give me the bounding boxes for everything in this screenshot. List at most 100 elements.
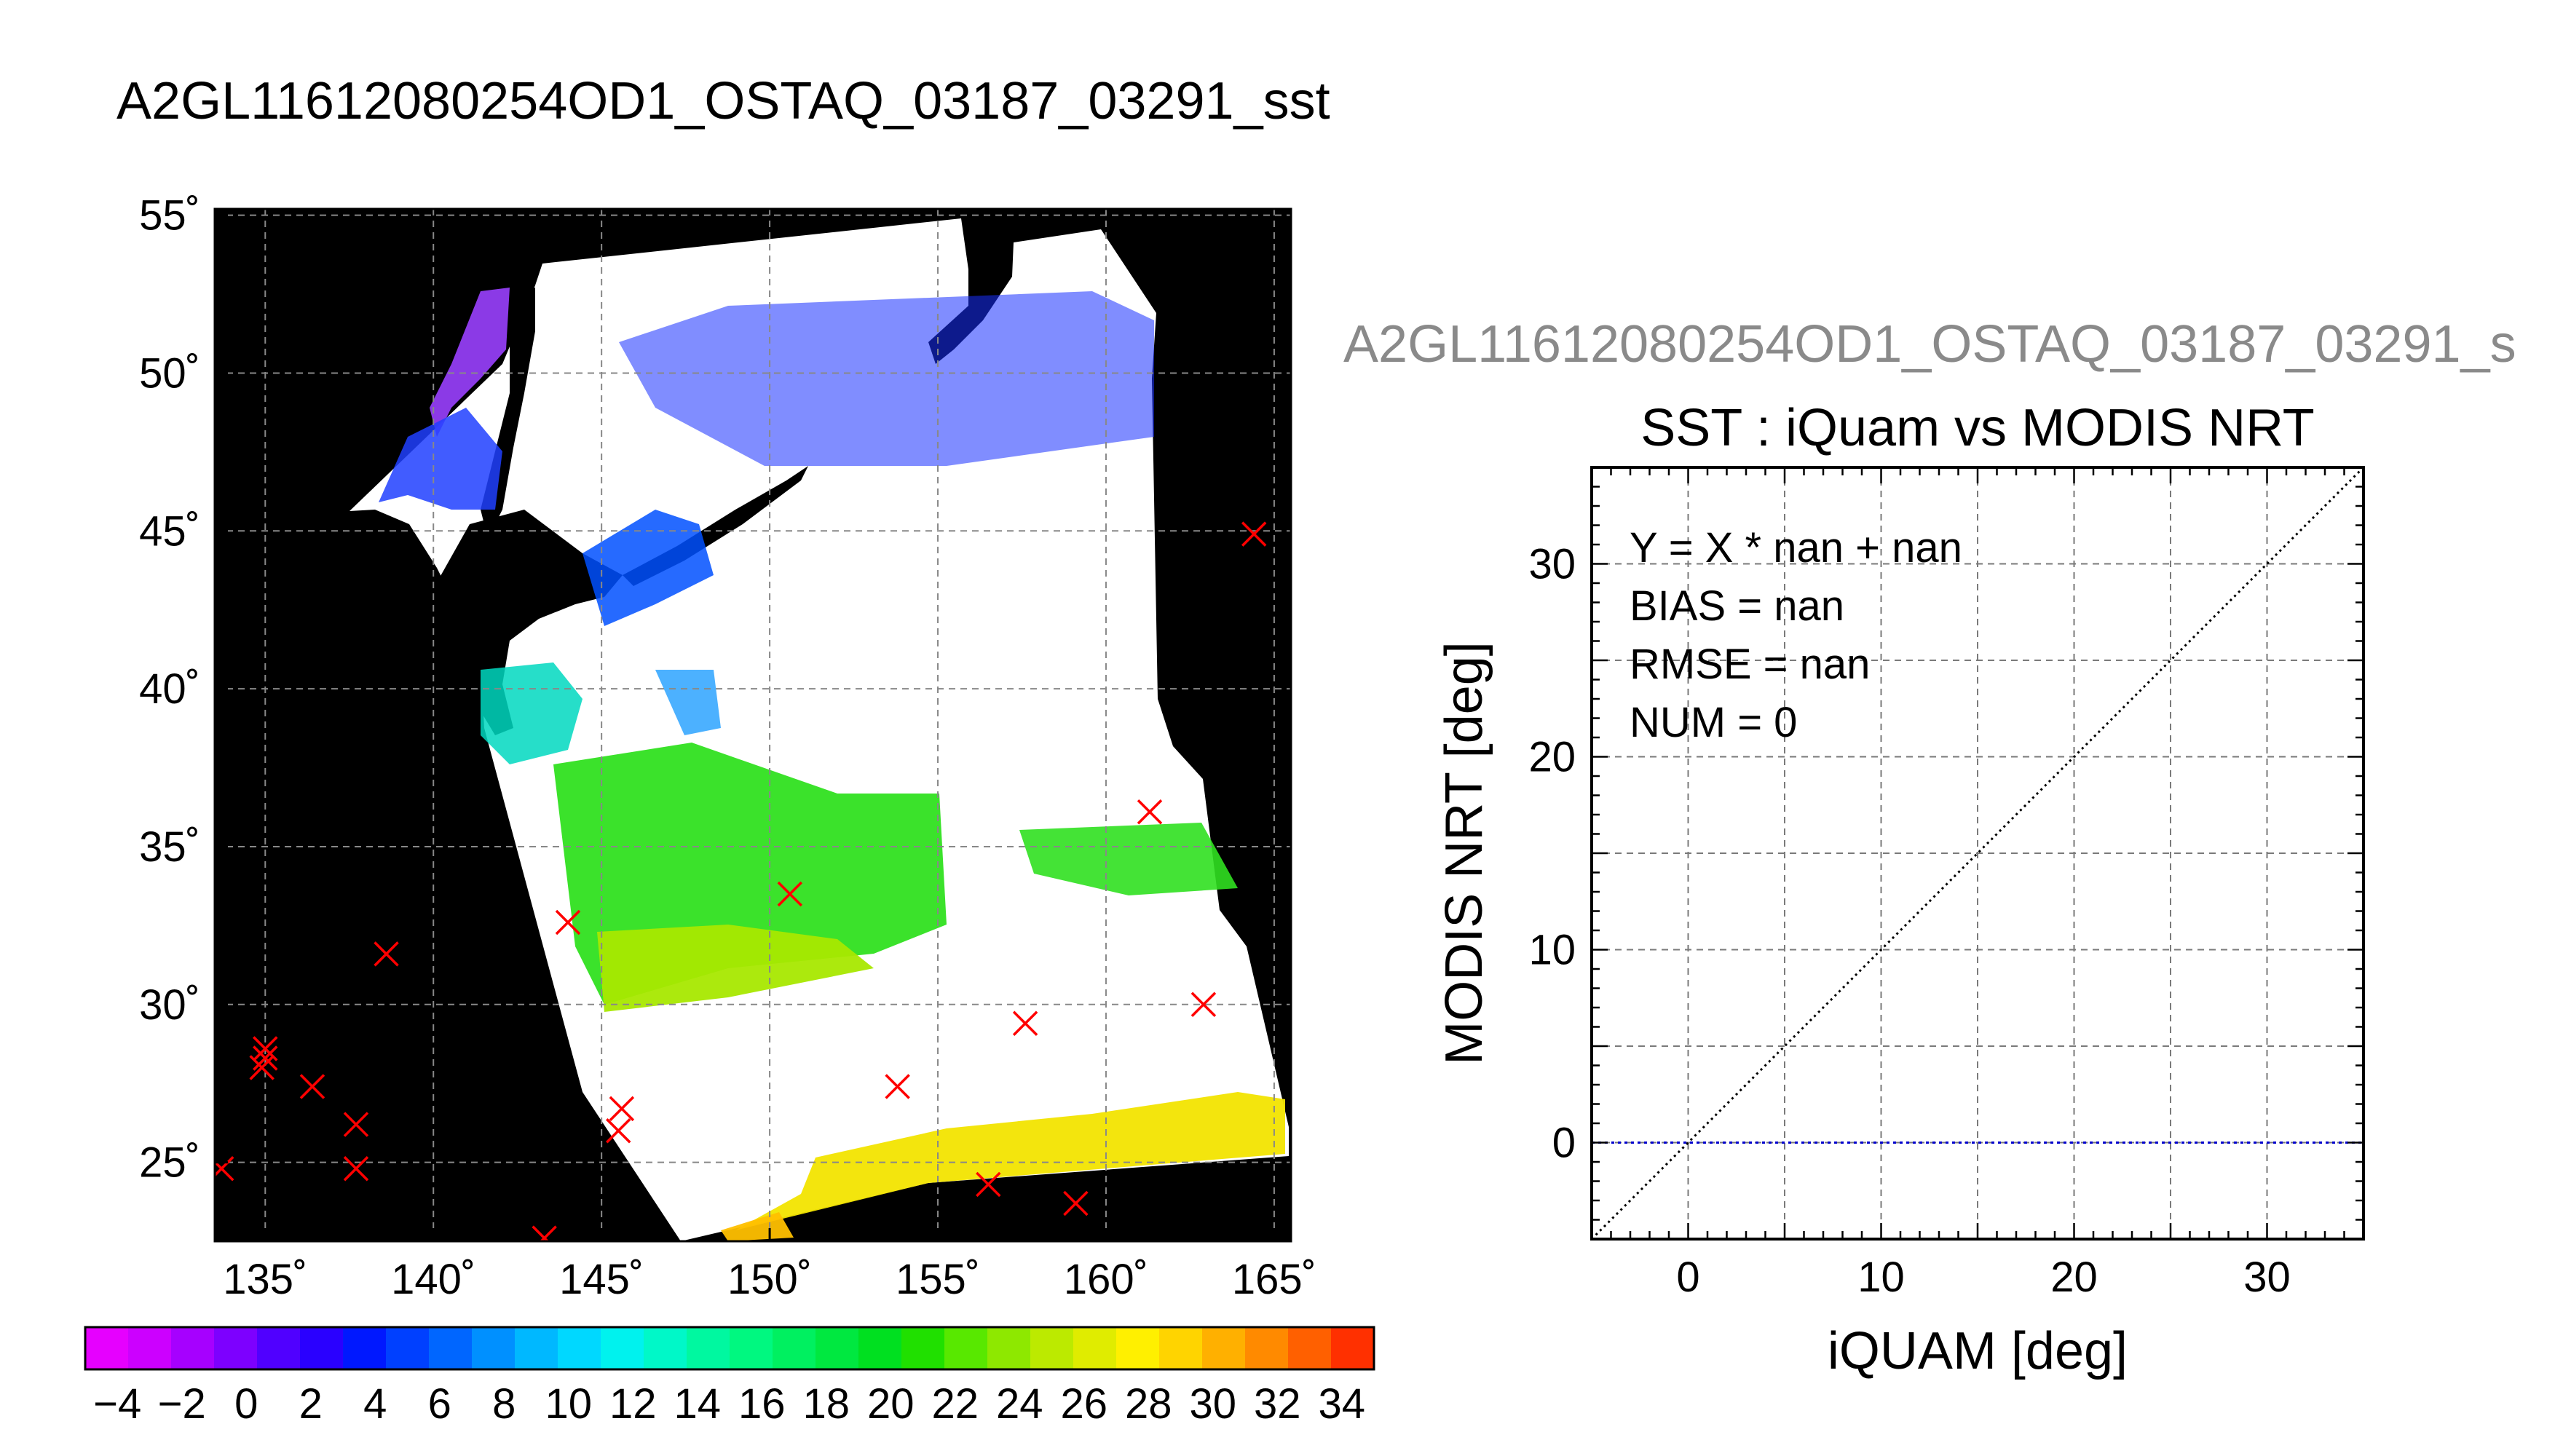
buoy-marker-stroke (253, 1036, 278, 1061)
colorbar-swatch (300, 1327, 344, 1369)
buoy-marker (249, 1055, 275, 1080)
buoy-marker (609, 1096, 635, 1122)
buoy-marker (976, 1171, 1001, 1198)
x-axis-label: iQUAM [deg] (1828, 1322, 2128, 1380)
buoy-marker-stroke (555, 909, 581, 935)
colorbar-tick-label: 34 (1318, 1380, 1365, 1428)
colorbar-swatch (858, 1327, 902, 1369)
sst-patch-subarctic-blue (619, 291, 1154, 466)
map-lat-tick-label: 45˚ (139, 507, 200, 555)
colorbar-tick-label: 14 (674, 1380, 721, 1428)
scatter-stat-annotation: NUM = 0 (1630, 699, 1797, 746)
buoy-marker-stroke (343, 1112, 369, 1137)
colorbar-swatch (1202, 1327, 1246, 1369)
colorbar-swatch (901, 1327, 945, 1369)
map-lat-tick-label: 30˚ (139, 981, 200, 1029)
buoy-marker-stroke (976, 1171, 1001, 1198)
buoy-marker-stroke (777, 881, 803, 907)
colorbar-tick-label: 12 (609, 1380, 657, 1428)
buoy-marker (555, 909, 581, 935)
colorbar-swatch (1331, 1327, 1375, 1369)
buoy-marker-stroke (253, 1045, 278, 1071)
colorbar-swatch (1159, 1327, 1203, 1369)
colorbar-swatch (1245, 1327, 1289, 1369)
scatter-stat-annotation: Y = X * nan + nan (1630, 524, 1962, 571)
colorbar-swatch (214, 1327, 258, 1369)
colorbar-swatch (773, 1327, 816, 1369)
buoy-marker-stroke (885, 1074, 910, 1099)
scatter-title: SST : iQuam vs MODIS NRT (1640, 399, 2315, 457)
buoy-marker-stroke (539, 1225, 557, 1241)
buoy-marker-stroke (299, 1074, 325, 1099)
sst-patch-green-east (1019, 823, 1238, 895)
sst-patch-yellow-green (597, 925, 874, 1012)
colorbar-tick-label: 24 (996, 1380, 1043, 1428)
scatter-panel: SST : iQuam vs MODIS NRT 0 10 20 300102030 … (1435, 399, 2365, 1380)
colorbar-swatch (644, 1327, 687, 1369)
scatter-x-tick-label: 20 (2050, 1254, 2098, 1301)
map-lat-tick-label: 40˚ (139, 665, 200, 713)
buoy-marker-stroke (1063, 1190, 1089, 1216)
colorbar-tick-label: 2 (299, 1380, 323, 1428)
colorbar-tick-label: 20 (867, 1380, 915, 1428)
y-axis-label: MODIS NRT [deg] (1435, 641, 1493, 1065)
colorbar-tick-label: 8 (492, 1380, 516, 1428)
scatter-stat-annotation: BIAS = nan (1630, 582, 1844, 630)
colorbar-swatch (944, 1327, 988, 1369)
colorbar-swatch (987, 1327, 1031, 1369)
buoy-marker (885, 1074, 910, 1099)
scatter-y-tick-label: 30 (1528, 541, 1576, 588)
sst-colorbar: −4 −2 0 2 4 6 8 10 12 14 16 18 20 22 24 26 28 30 32 34 (84, 1326, 1375, 1428)
buoy-marker-stroke (249, 1055, 275, 1080)
scatter-y-tick-label: 0 (1552, 1120, 1576, 1167)
sst-patch-yellow (735, 1092, 1285, 1230)
buoy-marker (1190, 992, 1217, 1018)
colorbar-tick-label: 4 (363, 1380, 387, 1428)
colorbar-swatch (85, 1327, 129, 1369)
colorbar-tick-label: 32 (1254, 1380, 1301, 1428)
sst-patch-kuroshio-cyan (481, 662, 583, 764)
colorbar-swatch (1073, 1327, 1117, 1369)
colorbar-swatch (128, 1327, 172, 1369)
map-frame (213, 207, 1292, 1243)
colorbar-swatch (171, 1327, 215, 1369)
colorbar-tick-label: 22 (931, 1380, 979, 1428)
buoy-marker-stroke (343, 1156, 369, 1182)
scatter-x-tick-label: 0 (1676, 1254, 1699, 1301)
buoy-marker (1063, 1190, 1089, 1216)
buoy-marker (215, 1156, 234, 1182)
colorbar-tick-label: 6 (428, 1380, 451, 1428)
scatter-stat-annotation: RMSE = nan (1630, 641, 1870, 688)
buoy-marker (532, 1225, 557, 1241)
buoy-marker (1137, 799, 1163, 825)
land-hokkaido-honshu (430, 510, 623, 735)
scatter-y-tick-label: 20 (1528, 734, 1576, 781)
colorbar-swatch (1116, 1327, 1160, 1369)
colorbar-tick-label: 18 (802, 1380, 850, 1428)
map-lon-tick-label: 135˚ (223, 1256, 307, 1303)
colorbar-tick-label: 30 (1189, 1380, 1236, 1428)
map-lon-tick-label: 150˚ (727, 1256, 812, 1303)
colorbar-tick-label: −2 (158, 1380, 206, 1428)
colorbar-tick-label: 10 (545, 1380, 592, 1428)
buoy-marker-stroke (1190, 992, 1217, 1018)
sst-patch-sea-of-japan (379, 408, 502, 510)
buoy-marker (606, 1117, 631, 1144)
buoy-marker-stroke (215, 1156, 234, 1177)
identity-line (1592, 467, 2364, 1239)
sst-patch-oyashio-blue (583, 510, 714, 626)
colorbar-swatch (601, 1327, 644, 1369)
buoy-marker (1241, 521, 1267, 547)
buoy-marker (374, 941, 399, 967)
map-lon-tick-label: 145˚ (559, 1256, 644, 1303)
colorbar-swatch (386, 1327, 430, 1369)
colorbar-swatch (1288, 1327, 1332, 1369)
colorbar-swatch (429, 1327, 473, 1369)
scatter-x-tick-label: 10 (1857, 1254, 1905, 1301)
figure-title: A2GL11612080254OD1_OSTAQ_03187_03291_sst (117, 72, 1330, 130)
map-lon-tick-label: 160˚ (1064, 1256, 1148, 1303)
scatter-file-title: A2GL11612080254OD1_OSTAQ_03187_03291_s (1343, 315, 2516, 373)
colorbar-swatch (816, 1327, 859, 1369)
sst-patch-ext-cyan (655, 670, 721, 735)
